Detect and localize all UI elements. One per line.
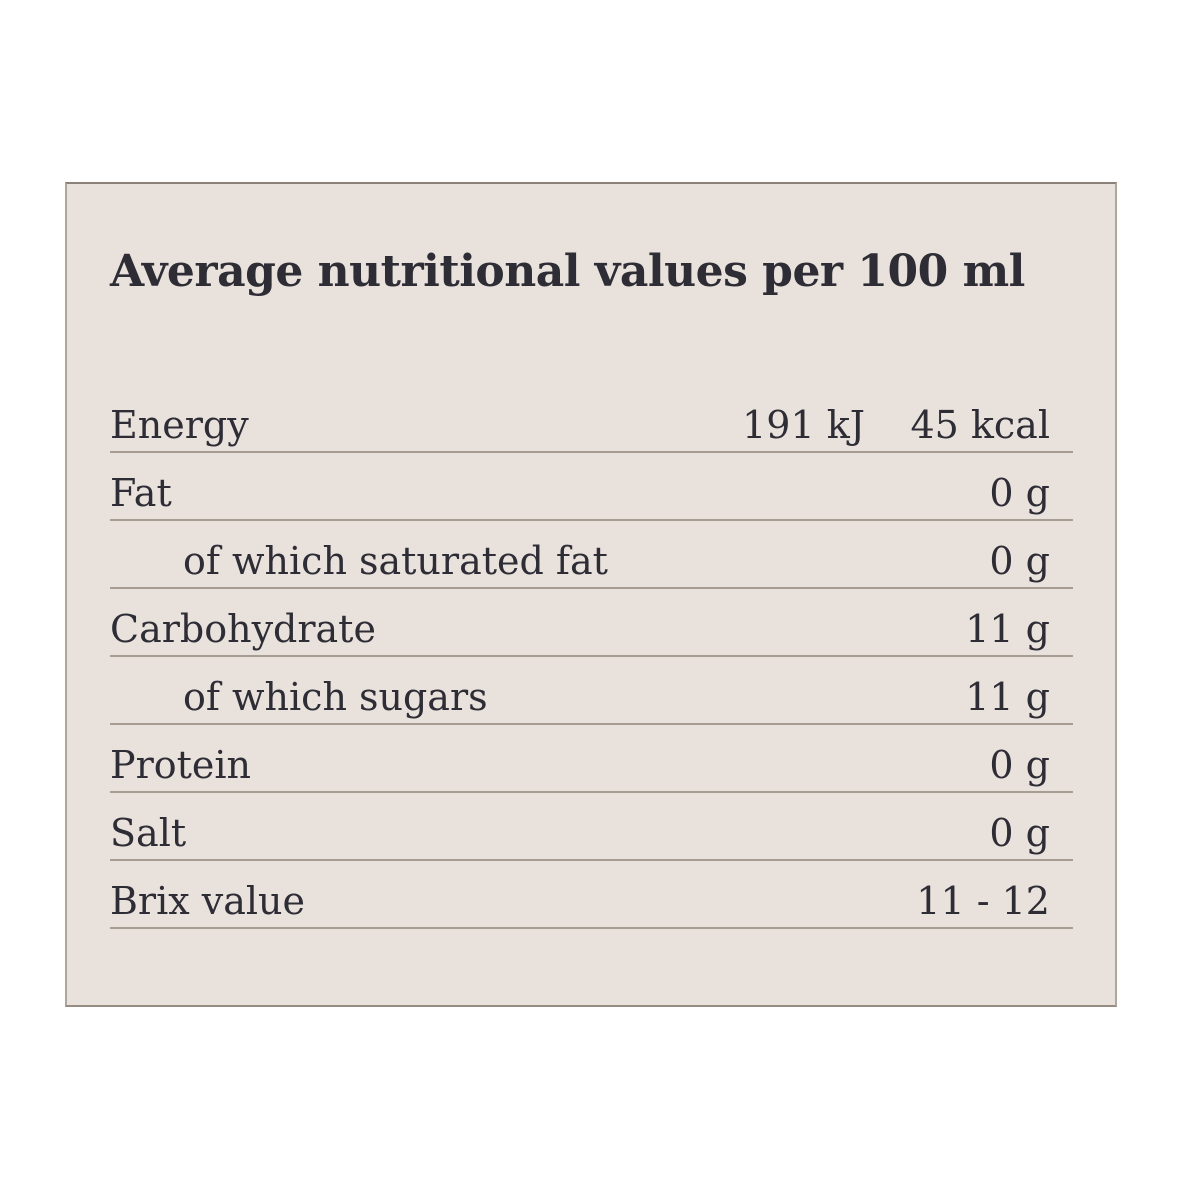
table-row-saturated-fat: of which saturated fat 0 g xyxy=(110,521,1073,589)
nutrition-title: Average nutritional values per 100 ml xyxy=(110,246,1025,297)
nutrient-value: 11 - 12 xyxy=(916,878,1050,923)
nutrient-value: 0 g xyxy=(989,538,1050,583)
table-row-carbohydrate: Carbohydrate 11 g xyxy=(110,589,1073,657)
nutrient-label: Carbohydrate xyxy=(110,606,376,651)
nutrient-label: Fat xyxy=(110,470,172,515)
nutrient-value: 11 g xyxy=(965,674,1050,719)
nutrient-value: 11 g xyxy=(965,606,1050,651)
nutrient-label: Brix value xyxy=(110,878,305,923)
table-row-salt: Salt 0 g xyxy=(110,793,1073,861)
nutrient-label: of which saturated fat xyxy=(183,538,608,583)
nutrient-label: of which sugars xyxy=(183,674,488,719)
nutrient-label: Energy xyxy=(110,402,249,447)
table-row-energy: Energy 191 kJ 45 kcal xyxy=(110,385,1073,453)
nutrient-value-kj: 191 kJ xyxy=(742,402,865,447)
nutrition-panel: Average nutritional values per 100 ml En… xyxy=(65,182,1117,1007)
table-row-brix: Brix value 11 - 12 xyxy=(110,861,1073,929)
table-row-protein: Protein 0 g xyxy=(110,725,1073,793)
table-row-sugars: of which sugars 11 g xyxy=(110,657,1073,725)
nutrition-panel-inner: Average nutritional values per 100 ml En… xyxy=(67,246,1115,1067)
nutrient-value: 0 g xyxy=(989,742,1050,787)
nutrition-table: Energy 191 kJ 45 kcal Fat 0 g of which s… xyxy=(110,385,1073,929)
nutrient-value: 0 g xyxy=(989,810,1050,855)
table-row-fat: Fat 0 g xyxy=(110,453,1073,521)
nutrient-label: Salt xyxy=(110,810,187,855)
nutrient-label: Protein xyxy=(110,742,251,787)
nutrient-value: 0 g xyxy=(989,470,1050,515)
nutrient-value: 45 kcal xyxy=(910,402,1050,447)
